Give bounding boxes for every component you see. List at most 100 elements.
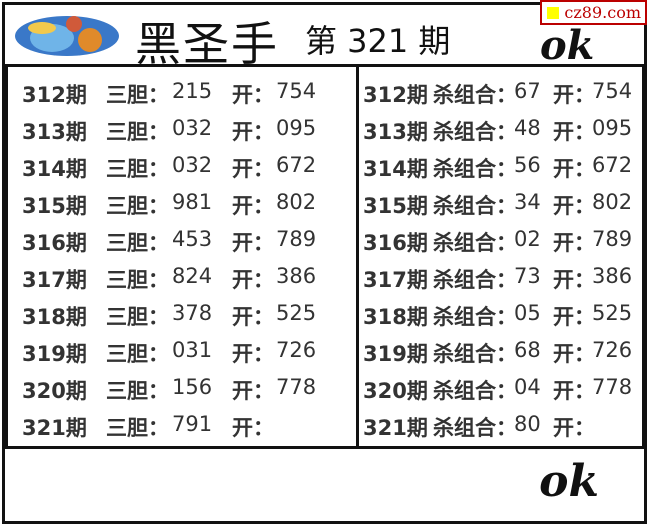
label-text: 杀组合： [433, 268, 517, 292]
open-value: 726 [592, 338, 633, 362]
label-text: 三胆： [106, 231, 169, 255]
left-panel: 312期 三胆： 215 开： 754 313期 三胆： 032 开： 095 314期 三胆： 032… [5, 64, 359, 449]
value: 453 [172, 227, 213, 251]
right-panel: 312期 杀组合： 67 开： 754 313期 杀组合： 48 开： 095 314期 杀组合： 56… [356, 64, 645, 449]
label-text: 杀组合： [433, 231, 517, 255]
period: 312期 [363, 83, 428, 107]
value: 981 [172, 190, 213, 214]
open-value: 754 [276, 79, 317, 103]
label-text: 杀组合： [433, 416, 517, 440]
period: 312期 [22, 83, 87, 107]
open-label: 开： [232, 342, 274, 366]
value: 02 [514, 227, 541, 251]
value: 80 [514, 412, 541, 436]
value: 031 [172, 338, 213, 362]
open-value: 672 [592, 153, 633, 177]
label-text: 杀组合： [433, 194, 517, 218]
value: 04 [514, 375, 541, 399]
label-text: 三胆： [106, 120, 169, 144]
open-value: 802 [592, 190, 633, 214]
period: 320期 [22, 379, 87, 403]
open-value: 778 [276, 375, 317, 399]
label-text: 三胆： [106, 268, 169, 292]
label-text: 三胆： [106, 194, 169, 218]
bottom-panel: ok [5, 446, 639, 516]
open-value: 802 [276, 190, 317, 214]
label-text: 三胆： [106, 342, 169, 366]
period: 313期 [22, 120, 87, 144]
label-text: 杀组合： [433, 157, 517, 181]
open-label: 开： [232, 305, 274, 329]
open-label: 开： [232, 194, 274, 218]
open-value: 789 [592, 227, 633, 251]
label-text: 杀组合： [433, 83, 517, 107]
open-value: 726 [276, 338, 317, 362]
period: 320期 [363, 379, 428, 403]
ok-hand-logo: ok [539, 456, 599, 507]
value: 032 [172, 153, 213, 177]
ok-hand-logo: ok [540, 22, 595, 69]
issue-label: 第 321 期 [305, 22, 451, 60]
value: 73 [514, 264, 541, 288]
open-label: 开： [553, 83, 595, 107]
value: 378 [172, 301, 213, 325]
value: 156 [172, 375, 213, 399]
period: 315期 [363, 194, 428, 218]
open-label: 开： [553, 416, 595, 440]
period: 321期 [363, 416, 428, 440]
open-label: 开： [553, 379, 595, 403]
label-text: 三胆： [106, 157, 169, 181]
value: 34 [514, 190, 541, 214]
open-label: 开： [553, 268, 595, 292]
open-value: 386 [276, 264, 317, 288]
value: 215 [172, 79, 213, 103]
label-text: 杀组合： [433, 120, 517, 144]
value: 032 [172, 116, 213, 140]
period: 316期 [363, 231, 428, 255]
period: 314期 [22, 157, 87, 181]
open-label: 开： [232, 157, 274, 181]
period: 317期 [363, 268, 428, 292]
open-value: 525 [276, 301, 317, 325]
open-label: 开： [232, 379, 274, 403]
period: 316期 [22, 231, 87, 255]
open-value: 095 [276, 116, 317, 140]
open-value: 672 [276, 153, 317, 177]
period: 313期 [363, 120, 428, 144]
logo-icon [15, 16, 119, 56]
value: 68 [514, 338, 541, 362]
label-text: 杀组合： [433, 305, 517, 329]
open-label: 开： [232, 83, 274, 107]
open-label: 开： [553, 231, 595, 255]
value: 48 [514, 116, 541, 140]
value: 67 [514, 79, 541, 103]
open-label: 开： [553, 120, 595, 144]
open-value: 778 [592, 375, 633, 399]
open-label: 开： [553, 305, 595, 329]
value: 05 [514, 301, 541, 325]
period: 321期 [22, 416, 87, 440]
period: 318期 [22, 305, 87, 329]
open-value: 789 [276, 227, 317, 251]
period: 319期 [22, 342, 87, 366]
value: 824 [172, 264, 213, 288]
open-value: 754 [592, 79, 633, 103]
period: 319期 [363, 342, 428, 366]
open-label: 开： [232, 416, 274, 440]
open-value: 386 [592, 264, 633, 288]
label-text: 三胆： [106, 416, 169, 440]
value: 56 [514, 153, 541, 177]
open-label: 开： [232, 268, 274, 292]
open-label: 开： [553, 342, 595, 366]
open-value: 095 [592, 116, 633, 140]
label-text: 三胆： [106, 83, 169, 107]
period: 315期 [22, 194, 87, 218]
open-value: 525 [592, 301, 633, 325]
watermark-badge[interactable]: cz89.com [540, 0, 647, 25]
period: 317期 [22, 268, 87, 292]
label-text: 杀组合： [433, 342, 517, 366]
period: 318期 [363, 305, 428, 329]
value: 791 [172, 412, 213, 436]
